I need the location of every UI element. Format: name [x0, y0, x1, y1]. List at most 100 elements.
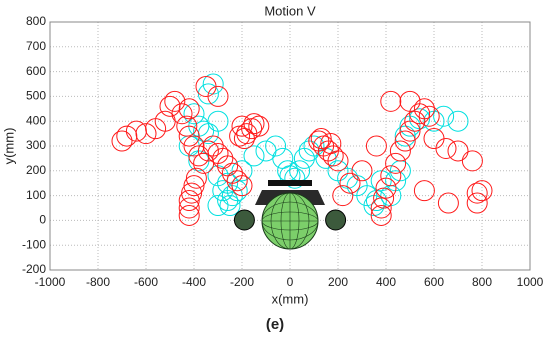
point	[370, 197, 392, 219]
point	[466, 192, 488, 214]
point	[380, 165, 402, 187]
x-tick-label: 400	[376, 275, 396, 289]
point	[351, 160, 373, 182]
point	[195, 75, 217, 97]
point	[471, 180, 493, 202]
point	[373, 187, 395, 209]
point	[399, 90, 421, 112]
plot-frame	[49, 21, 531, 271]
point	[229, 125, 251, 147]
point	[243, 113, 265, 135]
point	[385, 152, 407, 174]
x-tick-label: 1000	[517, 275, 544, 289]
point	[284, 167, 306, 189]
point	[212, 147, 234, 169]
point	[207, 195, 229, 217]
x-tick-label: 800	[472, 275, 492, 289]
point	[293, 147, 315, 169]
point	[437, 192, 459, 214]
point	[183, 103, 205, 125]
y-tick-label: 0	[39, 213, 46, 227]
point	[183, 175, 205, 197]
robot-right-hand	[325, 209, 347, 231]
point	[226, 170, 248, 192]
y-tick-label: 700	[26, 39, 46, 53]
x-tick-label: 200	[328, 275, 348, 289]
x-tick-label: 600	[424, 275, 444, 289]
x-tick-label: -600	[134, 275, 158, 289]
point	[370, 204, 392, 226]
y-tick-label: 400	[26, 113, 46, 127]
point	[183, 135, 205, 157]
point	[435, 137, 457, 159]
point	[413, 180, 435, 202]
point	[320, 133, 342, 155]
point	[339, 172, 361, 194]
y-tick-label: 200	[26, 163, 46, 177]
point	[164, 90, 186, 112]
point	[461, 150, 483, 172]
point	[171, 103, 193, 125]
robot-bar	[268, 180, 312, 186]
point	[185, 167, 207, 189]
point	[365, 135, 387, 157]
y-tick-label: 800	[26, 14, 46, 28]
point	[303, 135, 325, 157]
point	[159, 95, 181, 117]
point	[176, 115, 198, 137]
point	[135, 123, 157, 145]
point	[243, 145, 265, 167]
robot-left-hand	[233, 209, 255, 231]
point	[248, 115, 270, 137]
point	[181, 182, 203, 204]
point	[197, 83, 219, 105]
point	[231, 175, 253, 197]
x-tick-label: -200	[230, 275, 254, 289]
point	[418, 105, 440, 127]
point	[193, 120, 215, 142]
point	[111, 130, 133, 152]
point	[178, 125, 200, 147]
point	[389, 140, 411, 162]
caption: (e)	[266, 316, 284, 333]
point	[399, 120, 421, 142]
point	[433, 105, 455, 127]
point	[178, 98, 200, 120]
y-tick-label: 500	[26, 89, 46, 103]
point	[447, 140, 469, 162]
y-axis-label: y(mm)	[1, 128, 16, 165]
y-tick-label: -200	[22, 262, 46, 276]
point	[178, 197, 200, 219]
point	[197, 140, 219, 162]
point	[310, 128, 332, 150]
point	[231, 160, 253, 182]
chart-title: Motion V	[264, 3, 316, 18]
point	[447, 110, 469, 132]
y-tick-label: 300	[26, 138, 46, 152]
point	[207, 110, 229, 132]
point	[375, 177, 397, 199]
x-tick-label: -800	[86, 275, 110, 289]
robot-model	[233, 180, 347, 250]
point	[178, 190, 200, 212]
point	[265, 135, 287, 157]
point	[332, 185, 354, 207]
point	[370, 170, 392, 192]
point	[394, 130, 416, 152]
point	[466, 182, 488, 204]
x-tick-label: -400	[182, 275, 206, 289]
point	[413, 98, 435, 120]
y-tick-label: -100	[22, 237, 46, 251]
point	[226, 180, 248, 202]
point	[178, 204, 200, 226]
point	[380, 90, 402, 112]
point	[219, 195, 241, 217]
point	[322, 145, 344, 167]
robot-mesh	[261, 192, 319, 250]
point	[231, 115, 253, 137]
x-tick-label: -1000	[35, 275, 66, 289]
point	[394, 125, 416, 147]
y-tick-label: 600	[26, 64, 46, 78]
